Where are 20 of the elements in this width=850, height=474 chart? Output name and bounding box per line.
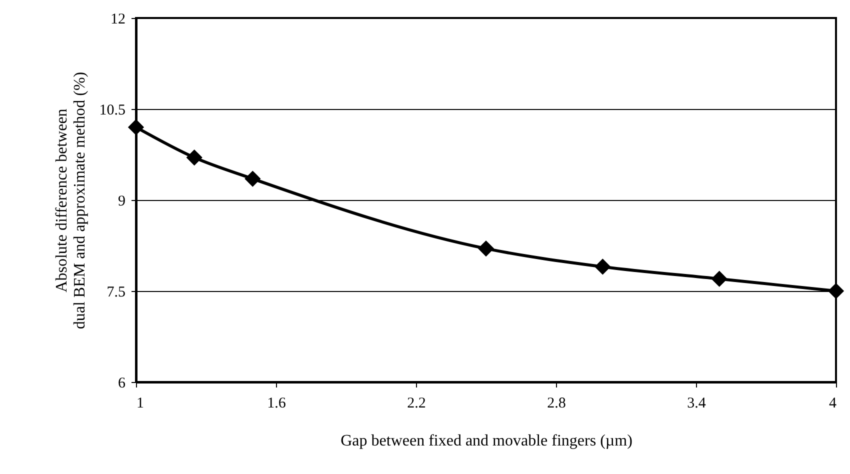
point [244,170,261,187]
point [478,240,494,257]
y-tick-label: 7.5 [106,284,126,300]
x-tick-label: 1.6 [267,396,286,412]
point [828,282,844,300]
x-tick-label: 3.4 [687,396,706,412]
point [186,149,202,166]
x-tick-label: 1 [136,396,144,412]
point [594,258,611,275]
x-axis-title: Gap between fixed and movable fingers (µm) [340,432,632,450]
y-tick-label: 9 [118,194,126,210]
x-tick-label: 2.2 [407,396,426,412]
y-tick-label: 6 [118,376,126,392]
point [128,119,144,136]
x-tick-label: 4 [829,396,837,412]
y-tick-label: 12 [110,12,126,28]
x-tick-label: 2.8 [547,396,566,412]
point [711,270,728,287]
y-tick-label: 10.5 [99,102,126,118]
y-axis-title: Absolute difference between dual BEM and approximate method (%) [53,72,88,330]
